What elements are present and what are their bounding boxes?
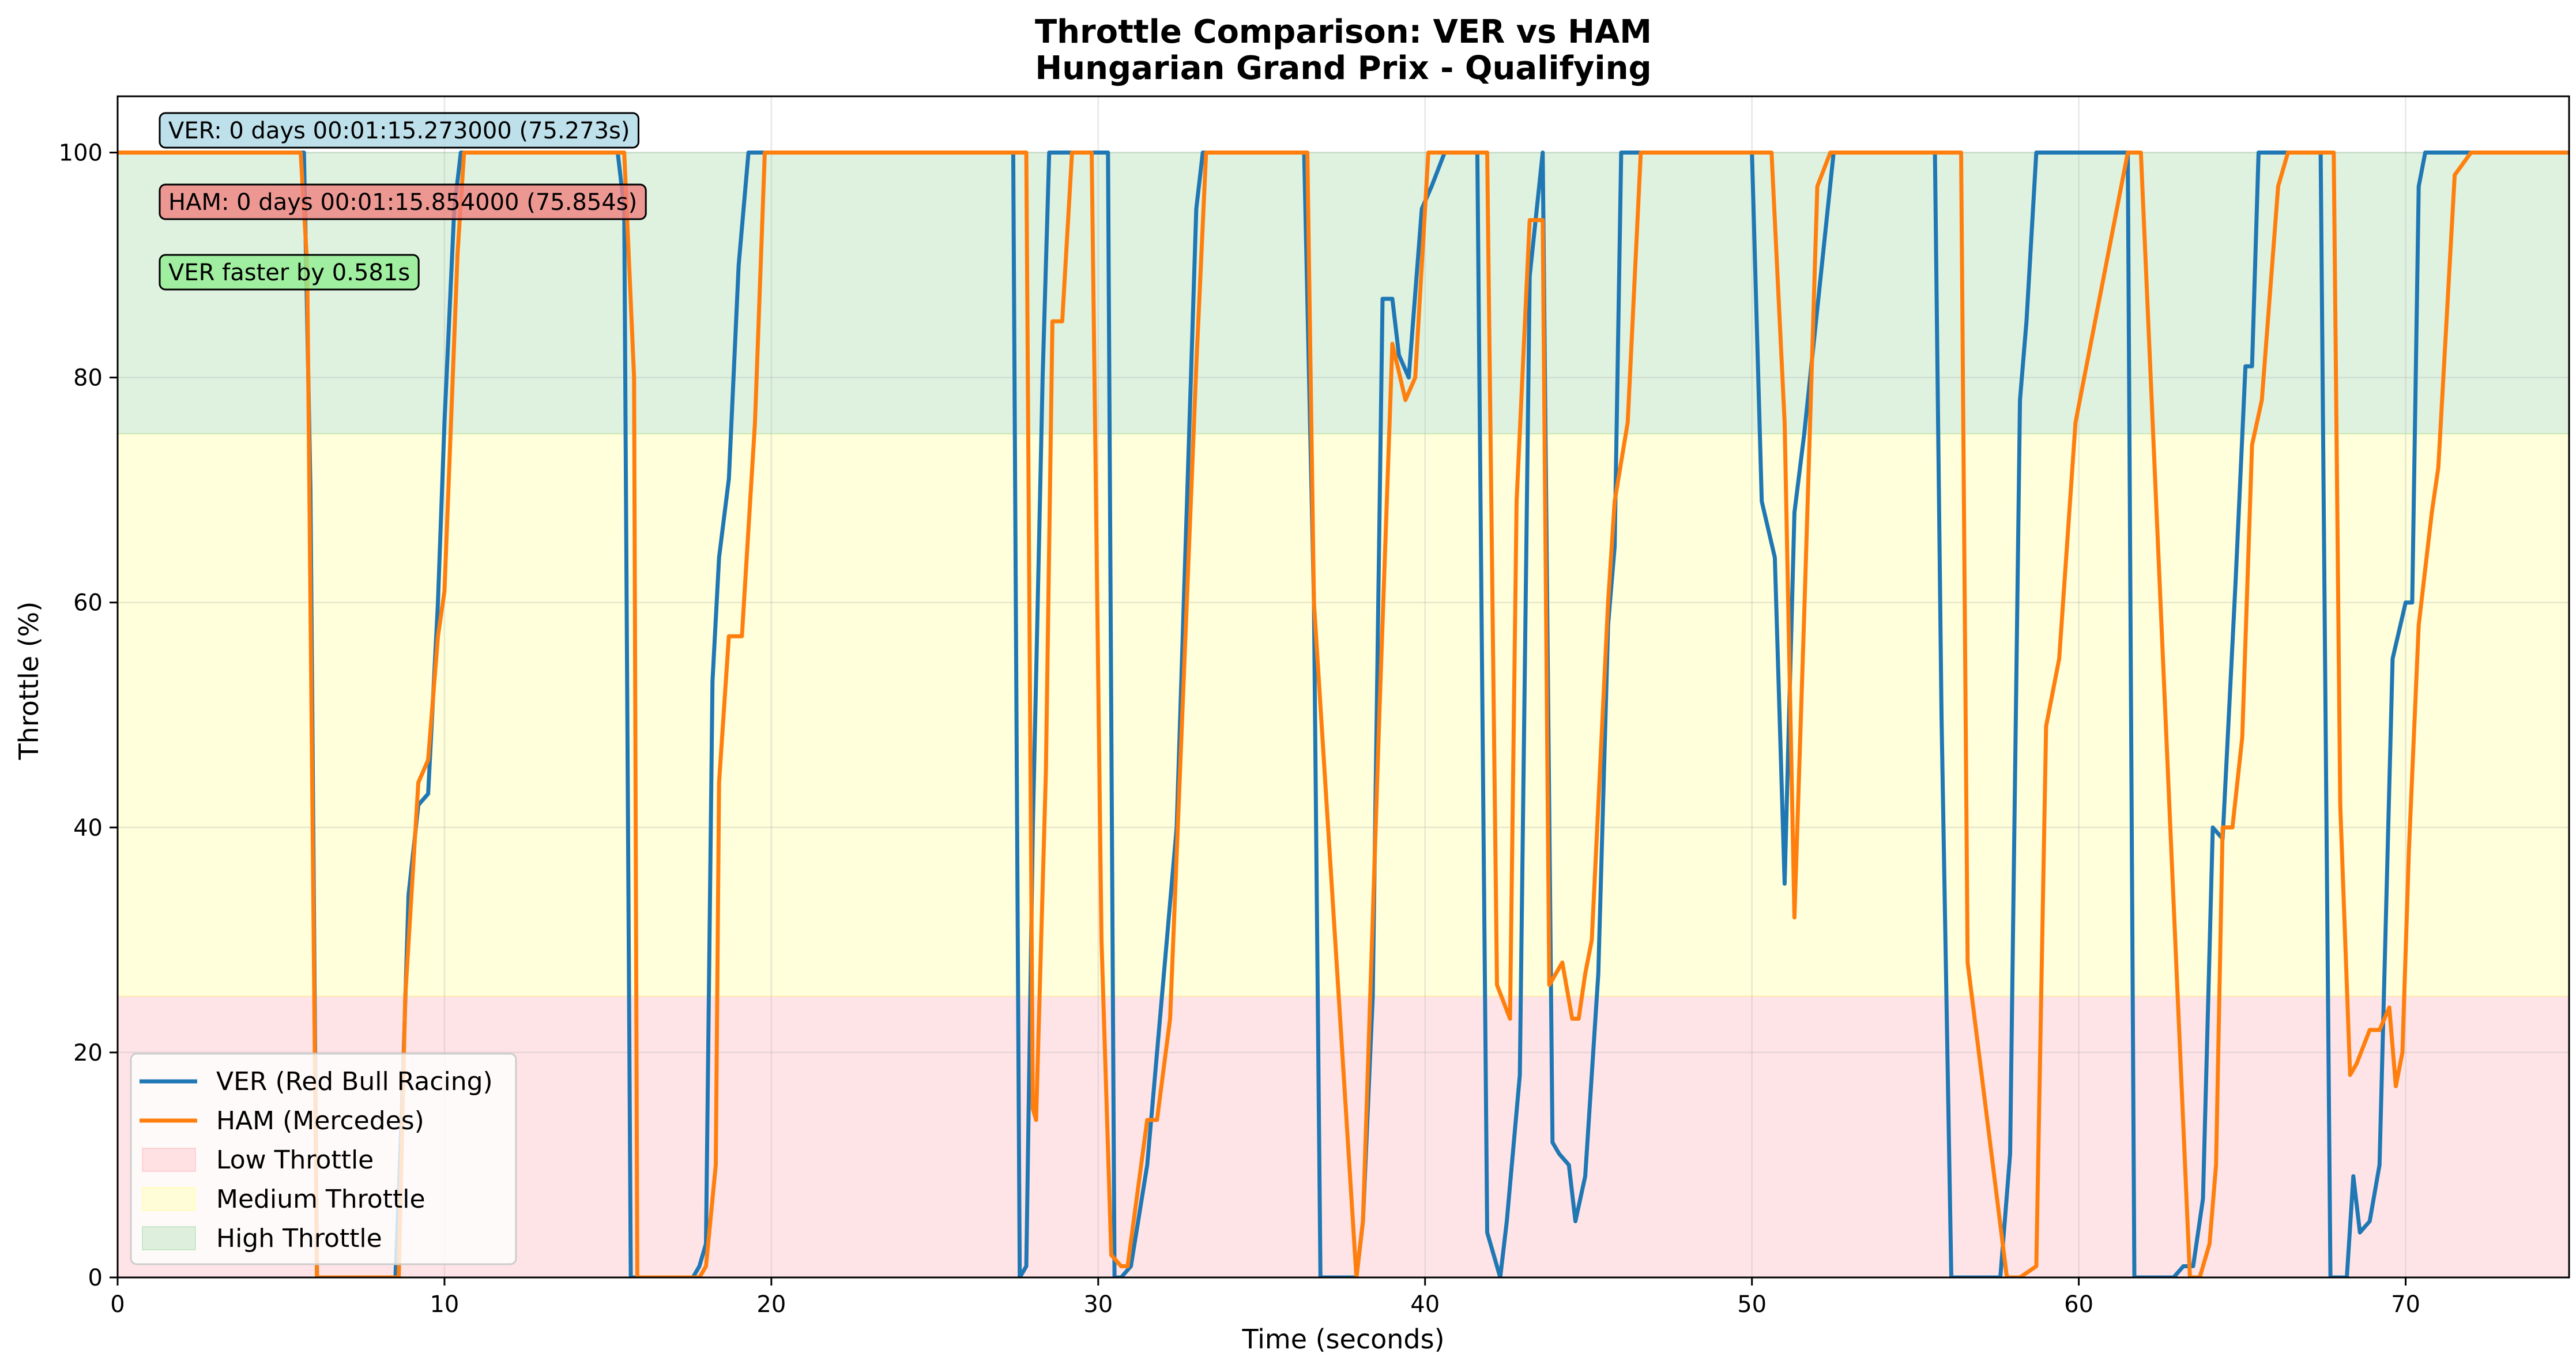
x-tick-label: 50 xyxy=(1737,1291,1767,1318)
annotation-box: VER faster by 0.581s xyxy=(159,254,420,291)
plot-area: 0 10 20 30 40 50 60 70 0 20 40 60 80 100 VER: 0 days 0… xyxy=(59,95,2570,1318)
chart-subtitle: Hungarian Grand Prix - Qualifying xyxy=(1035,50,1651,87)
x-tick-label: 70 xyxy=(2391,1291,2420,1318)
x-tick-label: 10 xyxy=(430,1291,459,1318)
series-line-ver xyxy=(118,151,2569,1277)
series-line-ham xyxy=(118,151,2569,1277)
y-tick-label: 40 xyxy=(73,815,103,841)
annotation-background xyxy=(159,254,420,291)
legend-label-medium-throttle: Medium Throttle xyxy=(216,1185,425,1214)
chart-title: Throttle Comparison: VER vs HAM xyxy=(1035,13,1652,51)
y-tick-label: 60 xyxy=(73,590,103,617)
legend-frame xyxy=(130,1053,517,1265)
x-tick-label: 40 xyxy=(1410,1291,1440,1318)
legend-label-low-throttle: Low Throttle xyxy=(216,1145,374,1175)
band-medium-throttle xyxy=(117,433,2570,997)
legend-swatch-low-throttle xyxy=(142,1148,196,1172)
legend-label-high-throttle: High Throttle xyxy=(216,1224,382,1253)
y-tick-label: 0 xyxy=(88,1265,103,1291)
annotation-text: HAM: 0 days 00:01:15.854000 (75.854s) xyxy=(168,189,637,216)
legend: VER (Red Bull Racing) HAM (Mercedes) Low T… xyxy=(130,1053,517,1265)
annotation-box: HAM: 0 days 00:01:15.854000 (75.854s) xyxy=(159,183,647,220)
x-tick-label: 0 xyxy=(110,1291,125,1318)
y-tick-label: 20 xyxy=(73,1040,103,1066)
annotation-box: VER: 0 days 00:01:15.273000 (75.273s) xyxy=(159,112,639,149)
x-tick-label: 20 xyxy=(756,1291,786,1318)
legend-swatch-high-throttle xyxy=(142,1226,196,1250)
y-axis-label: Throttle (%) xyxy=(13,602,44,761)
legend-swatch-medium-throttle xyxy=(142,1187,196,1211)
plot-frame xyxy=(116,95,2570,1279)
annotation-text: VER faster by 0.581s xyxy=(168,260,410,286)
legend-label-ham-mercedes: HAM (Mercedes) xyxy=(216,1106,424,1136)
x-tick-label: 30 xyxy=(1083,1291,1113,1318)
legend-label-ver-red-bull-racing: VER (Red Bull Racing) xyxy=(216,1067,493,1096)
y-tick-label: 100 xyxy=(59,140,103,167)
x-tick-label: 60 xyxy=(2064,1291,2093,1318)
annotation-background xyxy=(159,183,647,220)
y-tick-label: 80 xyxy=(73,365,103,392)
annotation-text: VER: 0 days 00:01:15.273000 (75.273s) xyxy=(168,118,630,144)
x-axis-label: Time (seconds) xyxy=(1241,1324,1444,1355)
annotation-background xyxy=(159,112,639,149)
